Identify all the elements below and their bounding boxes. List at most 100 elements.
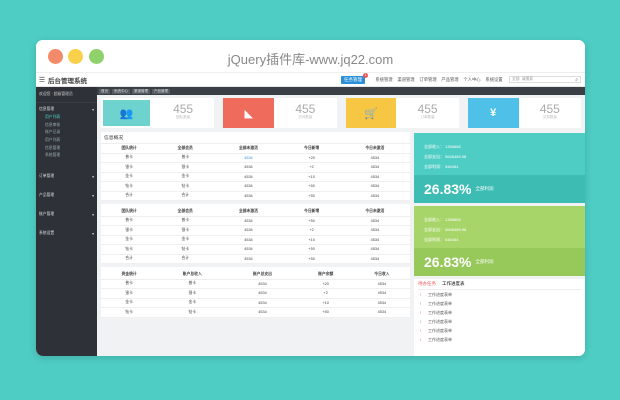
table-cell: 4534: [339, 162, 410, 173]
sidebar-group-label: 信息管理: [39, 107, 55, 111]
close-window-button[interactable]: [48, 49, 63, 64]
search-scope-select[interactable]: 全部: [512, 77, 520, 81]
stat-table: 团队统计 全部会员 全部未激活 今日新增 今日未激活 普卡 普卡 4534 +20 4534 银卡银…: [101, 144, 410, 201]
table-cell: 合计: [101, 254, 158, 264]
table-row: 普卡 普卡 4534 +20 4534: [101, 279, 410, 289]
table-cell: +10: [283, 172, 340, 182]
column-header: 全部未激活: [213, 207, 284, 217]
sidebar-item[interactable]: 账户记录: [45, 130, 61, 135]
task-item[interactable]: 工作进度表单: [418, 308, 581, 317]
table-cell: 钻卡: [101, 307, 158, 318]
table-cell: 4534: [213, 191, 284, 201]
tab-todo[interactable]: 待办任务: [418, 281, 436, 286]
sidebar-group-info[interactable]: 信息管理 ▾: [36, 103, 97, 114]
profit-label: 全部利润: [475, 259, 494, 264]
stat-table: 团队统计 全部会员 全部未激活 今日新增 今日未激活 普卡 普卡 4534 +50 4534 银卡银…: [101, 207, 410, 264]
sidebar-item[interactable]: 信息审核: [45, 122, 61, 127]
stat-card[interactable]: 👥 455 团队数量: [101, 98, 215, 128]
sidebar-item[interactable]: 系统管理: [45, 153, 61, 158]
table-row: 合计 合计 4534 +50 4534: [101, 191, 410, 201]
table-cell: 金卡: [101, 172, 158, 182]
table-cell: 金卡: [157, 298, 228, 308]
table-cell: +10: [283, 235, 340, 245]
sidebar-submenu: 用户列表 信息审核 账户记录 用户列表 信息管理 系统管理: [36, 114, 97, 160]
sidebar-group-settings[interactable]: 系统设置 ▾: [36, 227, 97, 238]
sidebar: 欢迎您 · 超级管理员 信息管理 ▾ 用户列表 信息审核 账户记录 用户列表 信息…: [36, 87, 97, 356]
search-icon[interactable]: ⌕: [575, 77, 578, 83]
notification-badge: 1: [363, 72, 368, 78]
stat-number: 455: [539, 102, 560, 116]
table-cell: 4534: [353, 298, 410, 308]
table-row: 银卡 银卡 4534 +2 4534: [101, 162, 410, 173]
nav-item[interactable]: 订单管理: [419, 76, 437, 82]
stat-card[interactable]: 🛒 455 订单数量: [345, 98, 459, 128]
task-item[interactable]: 工作进度表单: [418, 299, 581, 308]
sidebar-item[interactable]: 用户列表: [45, 115, 61, 120]
tab-channel[interactable]: 渠道管理: [132, 88, 150, 94]
table-cell: +50: [283, 254, 340, 264]
stat-panel: 团队统计 全部会员 全部未激活 今日新增 今日未激活 普卡 普卡 4534 +50 4534 银卡银…: [101, 204, 410, 264]
table-row: 金卡 金卡 4534 +10 4534: [101, 235, 410, 245]
stat-panel: 资金统计 账户总收入 账户总支出 账户余额 今日收入 普卡 普卡 4534 +20 4534 银卡银…: [101, 267, 410, 318]
nav-item[interactable]: 产品管理: [441, 76, 459, 82]
column-header: 全部未激活: [213, 144, 284, 154]
column-header: 资金统计: [101, 270, 158, 280]
menu-icon[interactable]: ☰: [38, 76, 46, 84]
sidebar-group-orders[interactable]: 订单管理 ▾: [36, 170, 97, 181]
stat-card[interactable]: ¥455 交易数量: [467, 98, 581, 128]
tab-home[interactable]: 首页: [99, 88, 110, 94]
task-chip-button[interactable]: 任务管理 1: [341, 72, 368, 84]
sidebar-group-label: 账户管理: [39, 211, 55, 216]
cart-icon: 🛒: [345, 98, 397, 128]
table-cell: 钻卡: [157, 307, 228, 318]
stat-label: 访问数量: [298, 115, 313, 119]
title-bar: jQuery插件库-www.jq22.com: [36, 40, 585, 73]
table-cell: 普卡: [157, 153, 214, 163]
summary-card-profit: 全部收入： 1356666 全部支出： 5646465.98 全部利润： 546…: [414, 206, 585, 276]
nav-item[interactable]: 系统设置: [485, 76, 503, 82]
table-cell: 普卡: [157, 216, 214, 226]
table-row: 钻卡 钻卡 4534 +50 4534: [101, 181, 410, 192]
maximize-window-button[interactable]: [89, 49, 104, 64]
sidebar-item[interactable]: 用户列表: [45, 138, 61, 143]
task-item[interactable]: 工作进度表单: [418, 335, 581, 344]
admin-app: ☰ 后台管理系统 任务管理 1 系统管理 渠道管理 订单管理 产品管理 个人中心 …: [36, 72, 585, 356]
stat-card[interactable]: ◣ 455 访问数量: [223, 98, 337, 128]
table-cell: +2: [297, 288, 354, 299]
page-tabs: 首页 系统中心 渠道管理 产品管理: [97, 87, 585, 95]
tab-progress[interactable]: 工作进度表: [442, 281, 465, 286]
sidebar-group-label: 产品管理: [39, 192, 55, 197]
sidebar-group-products[interactable]: 产品管理 ▾: [36, 189, 97, 200]
column-header: 全部会员: [157, 144, 214, 154]
table-cell: 4534: [339, 225, 410, 236]
table-cell: 4534: [213, 172, 284, 182]
table-cell: 4534: [339, 216, 410, 226]
tab-system[interactable]: 系统中心: [112, 88, 130, 94]
table-cell: 钻卡: [157, 181, 214, 192]
column-header: 今日新增: [283, 144, 340, 154]
nav-item[interactable]: 系统管理: [375, 76, 393, 82]
panel-title: 信息概况: [101, 132, 410, 144]
chevron-down-icon: ▾: [92, 231, 94, 236]
task-item[interactable]: 工作进度表单: [418, 326, 581, 335]
right-column: 全部收入： 1356666 全部支出： 5646465.98 全部利润： 546…: [414, 133, 585, 356]
nav-item[interactable]: 渠道管理: [397, 76, 415, 82]
sidebar-group-accounts[interactable]: 账户管理 ▾: [36, 208, 97, 219]
tab-products[interactable]: 产品管理: [152, 88, 170, 94]
minimize-window-button[interactable]: [68, 49, 83, 64]
profit-label: 全部利润: [475, 186, 494, 191]
stat-number: 455: [295, 102, 316, 116]
task-item[interactable]: 工作进度表单: [418, 290, 581, 299]
table-row: 钻卡 钻卡 4534 +50 4534: [101, 244, 410, 255]
table-cell: 银卡: [101, 288, 158, 299]
table-cell: +2: [283, 225, 340, 236]
table-cell: 4534: [339, 254, 410, 264]
search-input[interactable]: 全部 请搜索 ⌕: [509, 76, 581, 83]
table-cell: 普卡: [101, 153, 158, 163]
task-item[interactable]: 工作进度表单: [418, 317, 581, 326]
table-cell: 4534: [353, 307, 410, 318]
table-cell: 4534: [227, 298, 298, 308]
nav-item[interactable]: 个人中心: [463, 76, 481, 82]
sidebar-item[interactable]: 信息管理: [45, 145, 61, 150]
table-cell: 4534: [353, 279, 410, 289]
